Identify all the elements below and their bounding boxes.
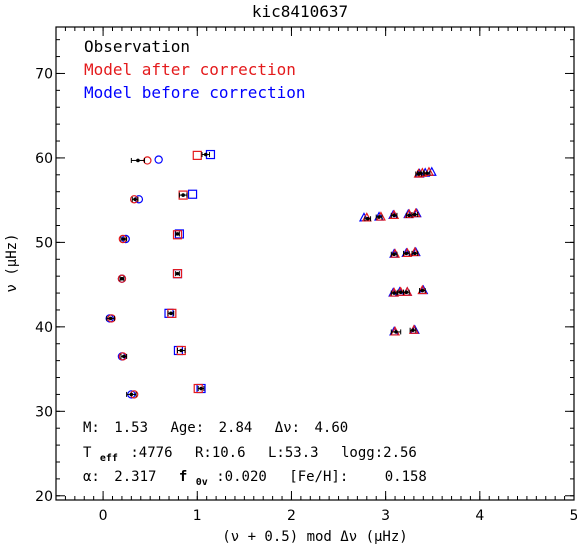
observation-point	[394, 330, 398, 334]
annotation-line: T eff :4776 R:10.6 L:53.3 logg:2.56	[83, 445, 417, 465]
annotation-dnu-value: 4.60	[315, 420, 349, 436]
model-before-square-marker	[187, 189, 198, 199]
observation-point	[181, 193, 185, 197]
observation-point	[199, 386, 203, 391]
annotation-f-value: :0.020	[216, 469, 267, 485]
observation-point	[365, 216, 370, 221]
annotation-f-label: f	[179, 469, 187, 485]
model-after-triangle-marker	[409, 246, 420, 257]
observation-point	[122, 237, 126, 241]
observation-point	[169, 311, 173, 316]
x-tick-label: 3	[381, 508, 390, 524]
y-axis-label: ν (μHz)	[4, 233, 20, 292]
annotation-feh-label: [Fe/H]:	[289, 469, 348, 485]
model-after-triangle-marker	[404, 208, 415, 219]
data-marks	[105, 149, 437, 399]
x-tick-label: 5	[570, 508, 577, 524]
legend-entry: Model before correction	[84, 83, 306, 102]
observation-point	[136, 158, 140, 163]
observation-point	[175, 232, 180, 236]
observation-point	[413, 251, 417, 256]
observation-point	[420, 288, 425, 293]
annotation-l: L:53.3	[268, 445, 319, 461]
observation-point	[392, 252, 396, 257]
annotation-alpha-value: 2.317	[114, 469, 156, 485]
model-after-square-marker	[172, 269, 183, 279]
annotation-teff-label: T	[83, 445, 92, 461]
annotation-teff-value: :4776	[130, 445, 172, 461]
observation-point	[398, 290, 403, 295]
x-tick-label: 4	[475, 508, 484, 524]
annotation-line: α: 2.317 f 0v :0.020 [Fe/H]: 0.158	[83, 469, 427, 489]
observation-point	[411, 328, 415, 333]
y-tick-label: 70	[35, 66, 53, 82]
observation-point	[392, 291, 396, 295]
annotation-m-value: 1.53	[114, 420, 148, 436]
annotation-line: M: 1.53 Age: 2.84 Δν: 4.60	[83, 420, 348, 436]
y-tick-label: 20	[35, 489, 53, 505]
model-after-triangle-marker	[417, 284, 428, 295]
annotation-block: M: 1.53 Age: 2.84 Δν: 4.60 T eff :4776 R…	[83, 420, 427, 489]
annotation-logg: logg:2.56	[341, 445, 417, 461]
axes: 0 1 2 3 4 5 20 30 40 50 60 70	[35, 27, 577, 524]
observation-point	[392, 213, 396, 218]
observation-point	[179, 348, 184, 353]
x-tick-label: 2	[287, 508, 296, 524]
legend-entry: Model after correction	[84, 60, 296, 79]
observation-point	[425, 171, 429, 175]
observation-point	[377, 215, 381, 219]
annotation-f-sub: 0v	[196, 477, 208, 488]
annotation-feh-value: 0.158	[385, 469, 427, 485]
observation-point	[120, 276, 124, 281]
observation-point	[413, 212, 417, 217]
observation-point	[407, 213, 411, 218]
model-after-circle-marker	[117, 274, 127, 283]
annotation-dnu-label: Δν:	[275, 420, 300, 436]
observation-point	[108, 316, 113, 321]
annotation-m-label: M:	[83, 420, 100, 436]
observation-point	[404, 251, 409, 256]
x-tick-label: 1	[193, 508, 202, 524]
legend: Observation Model after correction Model…	[84, 37, 306, 102]
observation-point	[133, 197, 137, 202]
plot-frame	[55, 26, 575, 501]
annotation-teff-sub: eff	[100, 453, 118, 464]
annotation-age-value: 2.84	[219, 420, 253, 436]
y-tick-label: 50	[35, 235, 53, 251]
model-after-square-marker	[172, 230, 183, 240]
observation-point	[418, 171, 423, 175]
observation-point	[404, 290, 409, 295]
model-after-triangle-marker	[389, 287, 400, 297]
observation-point	[175, 271, 180, 276]
y-tick-label: 40	[35, 320, 53, 336]
y-tick-label: 30	[35, 404, 53, 420]
x-axis-label: (ν + 0.5) mod Δν (μHz)	[222, 529, 407, 545]
annotation-alpha-label: α:	[83, 469, 100, 485]
annotation-age-label: Age:	[170, 420, 204, 436]
observation-point	[122, 354, 126, 359]
annotation-r: R:10.6	[195, 445, 246, 461]
model-after-triangle-marker	[395, 286, 406, 296]
y-tick-label: 60	[35, 151, 53, 167]
chart-title: kic8410637	[252, 2, 348, 21]
model-after-square-marker	[192, 150, 202, 160]
model-after-triangle-marker	[389, 209, 400, 219]
x-tick-label: 0	[99, 508, 108, 524]
legend-entry: Observation	[84, 37, 190, 56]
model-before-circle-marker	[154, 155, 163, 164]
observation-point	[203, 152, 208, 157]
observation-point	[129, 392, 134, 397]
